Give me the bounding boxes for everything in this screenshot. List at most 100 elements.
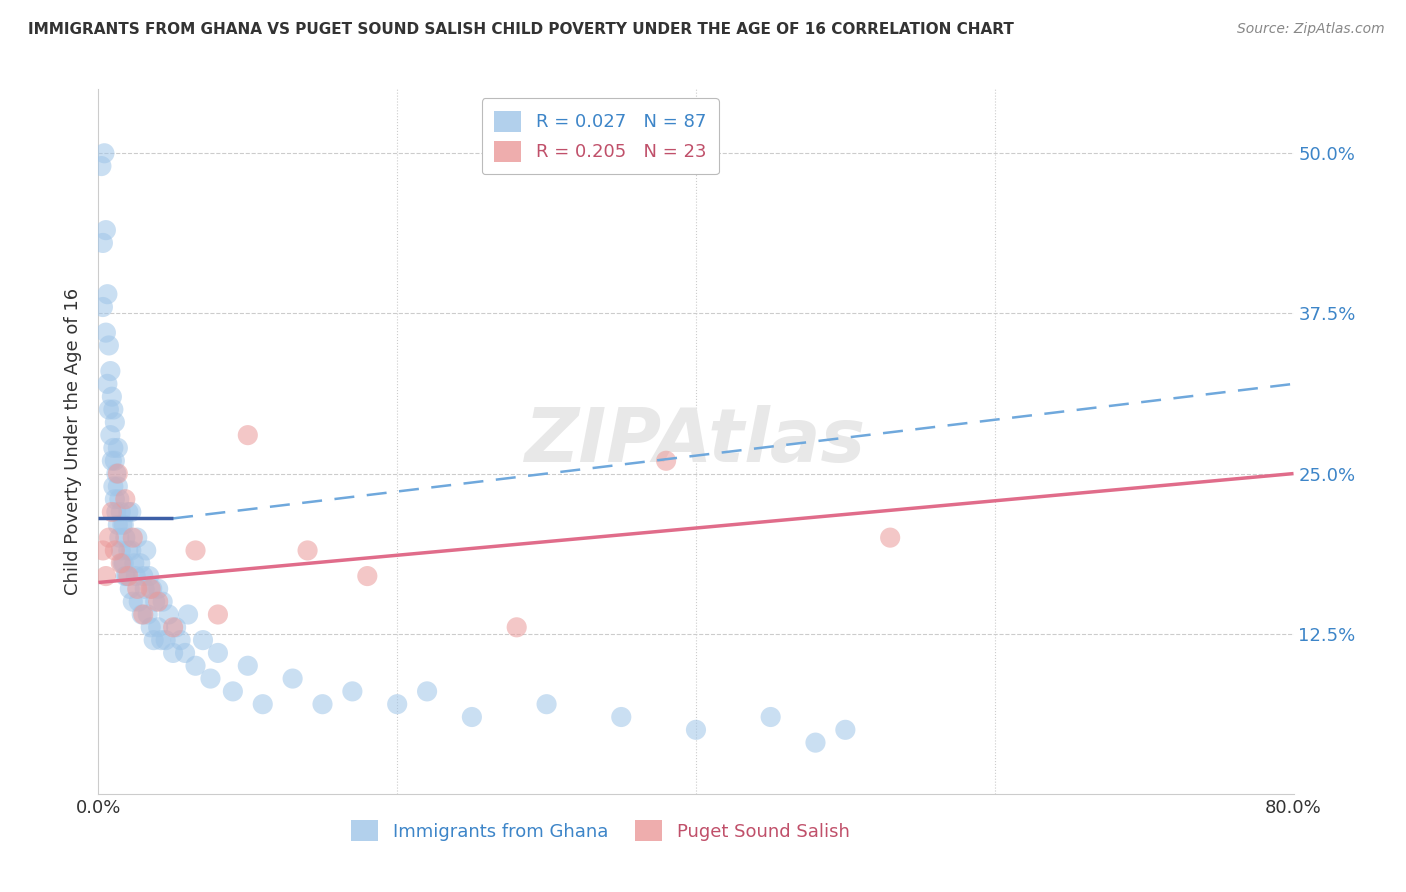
- Point: [169, 633, 191, 648]
- Point: [118, 582, 141, 596]
- Point: [111, 556, 134, 570]
- Point: [114, 531, 136, 545]
- Point: [108, 531, 131, 545]
- Point: [461, 710, 484, 724]
- Point: [281, 672, 304, 686]
- Text: ZIPAtlas: ZIPAtlas: [526, 405, 866, 478]
- Point: [103, 441, 125, 455]
- Point: [91, 235, 114, 250]
- Text: IMMIGRANTS FROM GHANA VS PUGET SOUND SALISH CHILD POVERTY UNDER THE AGE OF 16 CO: IMMIGRANTS FROM GHANA VS PUGET SOUND SAL…: [28, 22, 1014, 37]
- Point: [98, 364, 122, 378]
- Point: [94, 223, 117, 237]
- Point: [112, 517, 135, 532]
- Point: [148, 620, 170, 634]
- Point: [200, 672, 222, 686]
- Point: [128, 595, 150, 609]
- Point: [97, 402, 120, 417]
- Point: [107, 479, 129, 493]
- Point: [148, 582, 170, 596]
- Point: [121, 531, 143, 545]
- Point: [236, 428, 259, 442]
- Point: [104, 415, 127, 429]
- Point: [685, 723, 707, 737]
- Point: [610, 710, 633, 724]
- Point: [103, 479, 125, 493]
- Point: [162, 620, 184, 634]
- Y-axis label: Child Poverty Under the Age of 16: Child Poverty Under the Age of 16: [65, 288, 83, 595]
- Point: [105, 505, 128, 519]
- Point: [152, 595, 174, 609]
- Point: [110, 543, 132, 558]
- Text: Source: ZipAtlas.com: Source: ZipAtlas.com: [1237, 22, 1385, 37]
- Point: [104, 492, 127, 507]
- Point: [162, 646, 184, 660]
- Point: [110, 556, 132, 570]
- Point: [117, 505, 139, 519]
- Point: [834, 723, 856, 737]
- Point: [114, 569, 136, 583]
- Point: [655, 454, 678, 468]
- Point: [135, 543, 157, 558]
- Point: [125, 569, 148, 583]
- Point: [107, 517, 129, 532]
- Point: [96, 376, 118, 391]
- Point: [311, 697, 333, 711]
- Point: [96, 287, 118, 301]
- Point: [90, 159, 112, 173]
- Point: [107, 467, 129, 481]
- Point: [191, 633, 214, 648]
- Point: [110, 505, 132, 519]
- Point: [506, 620, 529, 634]
- Point: [222, 684, 245, 698]
- Point: [120, 543, 142, 558]
- Point: [297, 543, 319, 558]
- Point: [184, 658, 207, 673]
- Point: [134, 582, 156, 596]
- Point: [416, 684, 439, 698]
- Point: [342, 684, 364, 698]
- Point: [879, 531, 901, 545]
- Point: [94, 569, 117, 583]
- Point: [117, 543, 139, 558]
- Point: [104, 454, 127, 468]
- Point: [101, 505, 124, 519]
- Point: [107, 441, 129, 455]
- Point: [356, 569, 378, 583]
- Point: [127, 582, 149, 596]
- Point: [174, 646, 197, 660]
- Point: [97, 531, 120, 545]
- Point: [124, 556, 146, 570]
- Point: [108, 492, 131, 507]
- Point: [91, 300, 114, 314]
- Point: [129, 556, 152, 570]
- Point: [155, 633, 177, 648]
- Point: [103, 402, 125, 417]
- Point: [117, 569, 139, 583]
- Point: [207, 646, 229, 660]
- Point: [101, 390, 124, 404]
- Point: [132, 607, 155, 622]
- Legend: Immigrants from Ghana, Puget Sound Salish: Immigrants from Ghana, Puget Sound Salis…: [344, 813, 856, 848]
- Point: [177, 607, 200, 622]
- Point: [98, 428, 122, 442]
- Point: [207, 607, 229, 622]
- Point: [150, 633, 173, 648]
- Point: [136, 607, 159, 622]
- Point: [101, 454, 124, 468]
- Point: [104, 543, 127, 558]
- Point: [115, 569, 138, 583]
- Point: [91, 543, 114, 558]
- Point: [139, 582, 162, 596]
- Point: [385, 697, 409, 711]
- Point: [131, 607, 153, 622]
- Point: [759, 710, 782, 724]
- Point: [148, 595, 170, 609]
- Point: [804, 736, 827, 750]
- Point: [141, 582, 163, 596]
- Point: [139, 620, 162, 634]
- Point: [143, 595, 166, 609]
- Point: [132, 569, 155, 583]
- Point: [536, 697, 558, 711]
- Point: [93, 146, 115, 161]
- Point: [105, 467, 128, 481]
